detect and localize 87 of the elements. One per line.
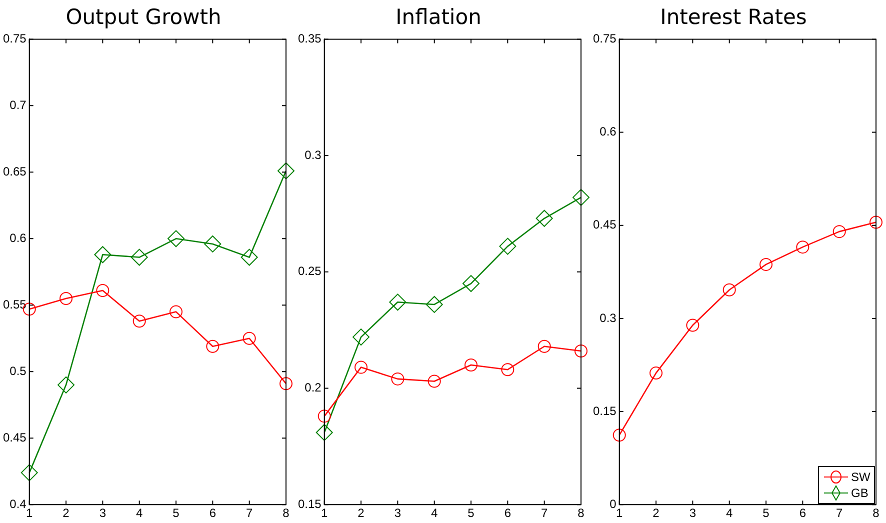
y-tick-label: 0.7 <box>10 98 27 112</box>
point <box>389 294 406 311</box>
x-tick-label: 5 <box>172 506 180 520</box>
point <box>574 344 588 358</box>
y-tick-label: 0.75 <box>2 32 27 46</box>
point <box>538 340 551 353</box>
y-tick-label: 0.4 <box>10 496 27 511</box>
point <box>280 377 292 390</box>
y-tick-label: 0.65 <box>2 164 27 178</box>
x-tick-label: 5 <box>762 506 770 520</box>
x-tick-label: 6 <box>504 506 512 520</box>
x-tick-label: 3 <box>689 506 696 520</box>
point <box>130 248 148 266</box>
point <box>242 332 256 345</box>
x-tick-label: 2 <box>62 506 70 520</box>
y-tick-label: 0.5 <box>10 364 27 378</box>
y-tick-label: 0.15 <box>592 404 617 418</box>
x-tick-label: 7 <box>246 506 253 520</box>
y-tick-label: 0.3 <box>600 310 617 325</box>
x-tick-label: 3 <box>99 506 106 520</box>
y-tick-label: 0.55 <box>2 297 27 312</box>
point <box>426 296 443 313</box>
y-tick-label: 0.35 <box>298 32 322 46</box>
y-tick-label: 0.15 <box>298 496 322 511</box>
x-tick-label: 7 <box>836 506 843 520</box>
x-tick-label: 6 <box>799 506 806 520</box>
point <box>96 284 110 298</box>
y-tick-label: 0.2 <box>304 380 322 395</box>
point <box>354 360 368 374</box>
point <box>316 424 333 441</box>
point <box>168 230 185 248</box>
x-tick-label: 4 <box>431 506 438 520</box>
point <box>240 248 258 266</box>
point <box>94 246 112 264</box>
point <box>650 366 663 380</box>
point <box>318 410 331 423</box>
point <box>204 235 222 252</box>
point <box>686 318 700 332</box>
legend-label: GB <box>851 486 868 500</box>
x-tick-label: 4 <box>726 506 733 520</box>
point <box>722 283 736 296</box>
point <box>499 238 516 255</box>
point <box>391 372 404 386</box>
point <box>501 363 514 376</box>
point <box>870 216 882 229</box>
point <box>132 314 146 328</box>
point <box>60 292 73 305</box>
point <box>20 464 38 482</box>
chart-title: Output Growth <box>66 5 222 30</box>
point <box>462 275 480 292</box>
x-tick-label: 1 <box>321 506 328 520</box>
x-tick-label: 5 <box>468 506 475 520</box>
x-tick-label: 2 <box>358 506 365 520</box>
y-tick-label: 0.6 <box>600 124 617 139</box>
y-tick-label: 0.45 <box>2 430 27 444</box>
point <box>352 328 370 346</box>
y-tick-label: 0.6 <box>10 230 27 245</box>
x-tick-label: 7 <box>540 506 548 520</box>
x-tick-label: 8 <box>578 506 585 520</box>
chart-title: Inflation <box>396 5 482 30</box>
point <box>760 258 773 271</box>
y-tick-label: 0.25 <box>298 264 322 278</box>
point <box>206 340 220 353</box>
point <box>832 225 846 238</box>
x-tick-label: 2 <box>652 506 660 520</box>
point <box>572 188 590 206</box>
y-tick-label: 0.3 <box>304 148 322 162</box>
y-tick-label: 0 <box>610 496 617 511</box>
point <box>170 305 183 318</box>
x-tick-label: 1 <box>26 506 34 520</box>
point <box>278 162 294 180</box>
x-tick-label: 8 <box>282 506 290 520</box>
point <box>536 210 553 227</box>
x-tick-label: 4 <box>136 506 143 520</box>
point <box>428 374 441 388</box>
y-tick-label: 0.75 <box>592 32 617 46</box>
x-tick-label: 3 <box>394 506 402 520</box>
x-tick-label: 8 <box>872 506 880 520</box>
point <box>796 240 810 254</box>
chart-title: Interest Rates <box>660 5 807 30</box>
legend-label: SW <box>851 470 870 484</box>
point <box>58 376 75 394</box>
point <box>464 358 478 372</box>
y-tick-label: 0.45 <box>592 218 617 232</box>
x-tick-label: 6 <box>209 506 216 520</box>
x-tick-label: 1 <box>616 506 624 520</box>
point <box>612 428 626 442</box>
